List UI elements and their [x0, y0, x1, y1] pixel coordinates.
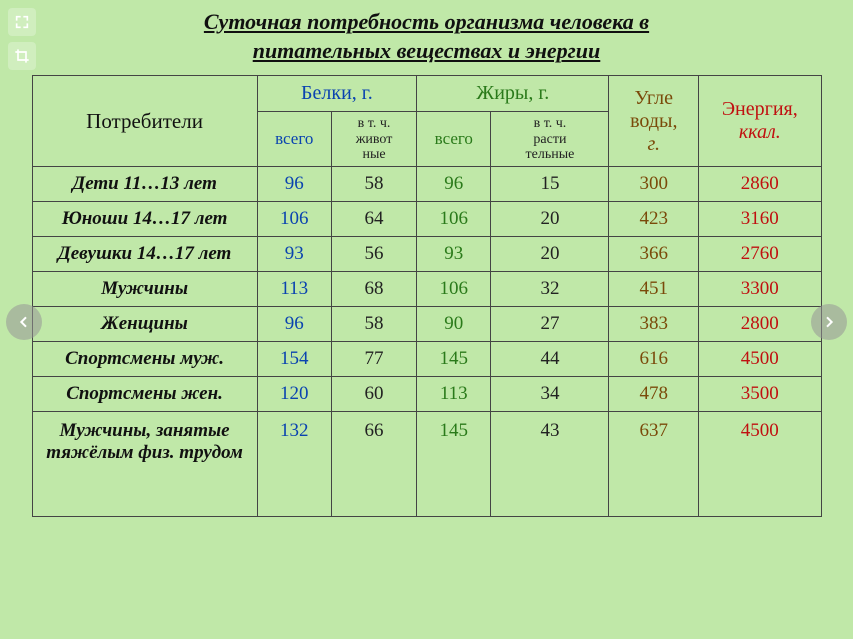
- cell-protein-total: 96: [257, 167, 331, 202]
- cell-fat-total: 106: [417, 202, 491, 237]
- row-label: Дети 11…13 лет: [32, 167, 257, 202]
- cell-energy: 2800: [699, 307, 821, 342]
- cell-protein-total: 93: [257, 237, 331, 272]
- crop-icon[interactable]: [8, 42, 36, 70]
- expand-icon[interactable]: [8, 8, 36, 36]
- cell-energy: 4500: [699, 342, 821, 377]
- table-body: Дети 11…13 лет965896153002860Юноши 14…17…: [32, 167, 821, 517]
- table-row: Мужчины, занятые тяжёлым физ. трудом1326…: [32, 412, 821, 517]
- cell-energy: 3160: [699, 202, 821, 237]
- subheader-protein-total: всего: [257, 112, 331, 167]
- cell-fat-plant: 34: [491, 377, 609, 412]
- row-label: Юноши 14…17 лет: [32, 202, 257, 237]
- subheader-fat-plant: в т. ч. расти тельные: [491, 112, 609, 167]
- table-row: Мужчины11368106324513300: [32, 272, 821, 307]
- cell-fat-total: 90: [417, 307, 491, 342]
- cell-protein-animal: 64: [331, 202, 416, 237]
- table-row: Дети 11…13 лет965896153002860: [32, 167, 821, 202]
- header-consumer: Потребители: [32, 76, 257, 167]
- cell-fat-plant: 43: [491, 412, 609, 517]
- table-row: Девушки 14…17 лет935693203662760: [32, 237, 821, 272]
- cell-carb: 616: [609, 342, 699, 377]
- cell-carb: 451: [609, 272, 699, 307]
- cell-carb: 383: [609, 307, 699, 342]
- row-label: Спортсмены муж.: [32, 342, 257, 377]
- next-slide-button[interactable]: [811, 304, 847, 340]
- cell-carb: 423: [609, 202, 699, 237]
- title-line-1: Суточная потребность организма человека …: [204, 9, 649, 34]
- row-label: Мужчины, занятые тяжёлым физ. трудом: [32, 412, 257, 517]
- cell-fat-total: 145: [417, 342, 491, 377]
- cell-fat-plant: 32: [491, 272, 609, 307]
- cell-protein-total: 96: [257, 307, 331, 342]
- cell-carb: 478: [609, 377, 699, 412]
- cell-protein-animal: 77: [331, 342, 416, 377]
- row-label: Мужчины: [32, 272, 257, 307]
- header-energy: Энергия, ккал.: [699, 76, 821, 167]
- prev-slide-button[interactable]: [6, 304, 42, 340]
- cell-fat-plant: 27: [491, 307, 609, 342]
- title-line-2: питательных веществах и энергии: [253, 38, 601, 63]
- cell-fat-total: 96: [417, 167, 491, 202]
- cell-energy: 2860: [699, 167, 821, 202]
- cell-energy: 4500: [699, 412, 821, 517]
- cell-carb: 637: [609, 412, 699, 517]
- table-row: Женщины965890273832800: [32, 307, 821, 342]
- cell-fat-total: 106: [417, 272, 491, 307]
- cell-fat-plant: 15: [491, 167, 609, 202]
- table-row: Спортсмены муж.15477145446164500: [32, 342, 821, 377]
- cell-fat-total: 113: [417, 377, 491, 412]
- table-row: Юноши 14…17 лет10664106204233160: [32, 202, 821, 237]
- row-label: Девушки 14…17 лет: [32, 237, 257, 272]
- cell-fat-total: 145: [417, 412, 491, 517]
- subheader-protein-animal: в т. ч. живот ные: [331, 112, 416, 167]
- row-label: Спортсмены жен.: [32, 377, 257, 412]
- header-fat: Жиры, г.: [417, 76, 609, 112]
- header-protein: Белки, г.: [257, 76, 417, 112]
- cell-protein-total: 106: [257, 202, 331, 237]
- cell-protein-animal: 56: [331, 237, 416, 272]
- cell-protein-total: 113: [257, 272, 331, 307]
- cell-fat-plant: 20: [491, 237, 609, 272]
- header-carb: Угле воды, г.: [609, 76, 699, 167]
- slide-title: Суточная потребность организма человека …: [0, 0, 853, 69]
- cell-carb: 366: [609, 237, 699, 272]
- cell-fat-plant: 20: [491, 202, 609, 237]
- subheader-fat-total: всего: [417, 112, 491, 167]
- nutrition-table: Потребители Белки, г. Жиры, г. Угле воды…: [32, 75, 822, 517]
- cell-protein-animal: 58: [331, 167, 416, 202]
- table-row: Спортсмены жен.12060113344783500: [32, 377, 821, 412]
- cell-protein-animal: 60: [331, 377, 416, 412]
- cell-carb: 300: [609, 167, 699, 202]
- slide: Суточная потребность организма человека …: [0, 0, 853, 639]
- cell-protein-total: 132: [257, 412, 331, 517]
- cell-fat-plant: 44: [491, 342, 609, 377]
- cell-protein-total: 120: [257, 377, 331, 412]
- row-label: Женщины: [32, 307, 257, 342]
- cell-energy: 3500: [699, 377, 821, 412]
- cell-energy: 3300: [699, 272, 821, 307]
- cell-protein-animal: 66: [331, 412, 416, 517]
- cell-protein-animal: 68: [331, 272, 416, 307]
- cell-fat-total: 93: [417, 237, 491, 272]
- cell-energy: 2760: [699, 237, 821, 272]
- cell-protein-animal: 58: [331, 307, 416, 342]
- cell-protein-total: 154: [257, 342, 331, 377]
